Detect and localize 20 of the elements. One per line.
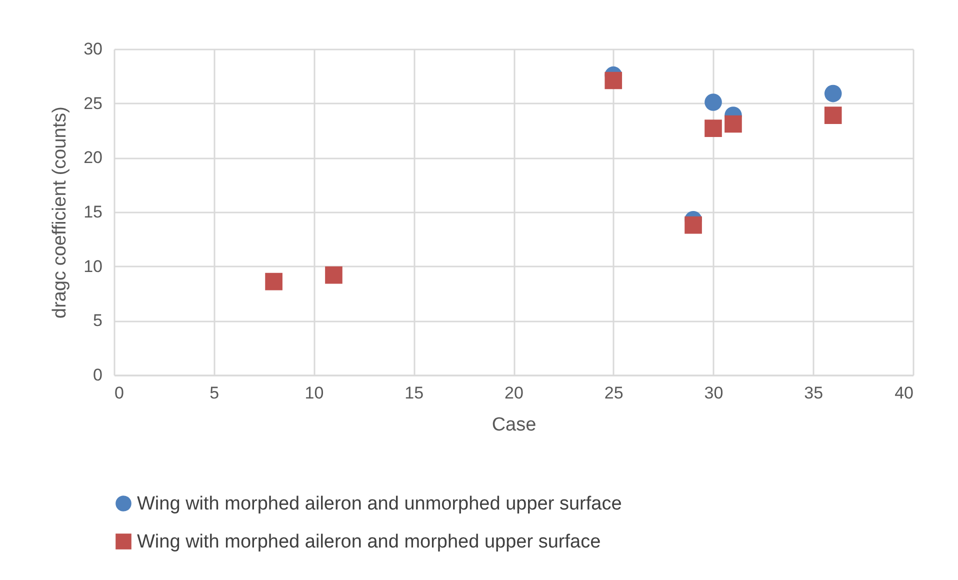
y-tick-label: 30 [84,40,102,58]
x-tick-label: 40 [894,384,914,402]
x-tick-label: 5 [210,384,220,402]
legend-label: Wing with morphed aileron and unmorphed upper surface [137,494,622,514]
y-tick-label: 5 [93,311,102,330]
x-axis-title: Case [492,414,536,436]
y-tick-label: 10 [84,256,102,276]
x-tick-label: 35 [804,384,824,402]
legend-label: Wing with morphed aileron and morphed upper surface [137,532,601,552]
x-tick-label: 15 [404,384,424,402]
x-tick-label: 0 [114,384,124,402]
y-axis-title: dragc coefficient (counts) [50,106,71,318]
y-tick-label: 15 [84,202,102,222]
y-tick-label: 0 [93,366,102,384]
x-tick-label: 10 [304,384,324,402]
y-tick-label: 20 [84,148,102,168]
x-tick-label: 30 [704,384,724,402]
x-tick-label: 20 [504,384,524,402]
x-tick-label: 25 [604,384,624,402]
y-tick-label: 25 [84,94,102,113]
